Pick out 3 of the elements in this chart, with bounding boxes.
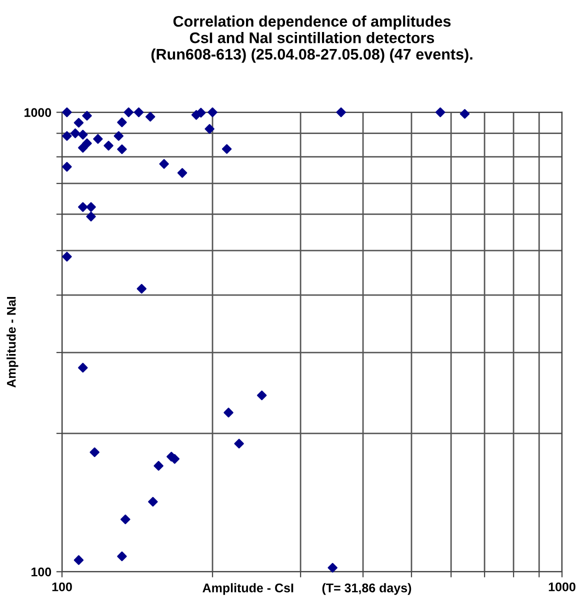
x-axis-title: Amplitude - CsI (T= 31,86 days) bbox=[202, 583, 412, 595]
chart-title: Correlation dependence of amplitudes CsI and NaI scintillation detectors (Run608-613) (25.04.08-27.05.08) (47 events). bbox=[151, 16, 472, 63]
y-axis-title: Amplitude - NaI bbox=[6, 297, 18, 388]
